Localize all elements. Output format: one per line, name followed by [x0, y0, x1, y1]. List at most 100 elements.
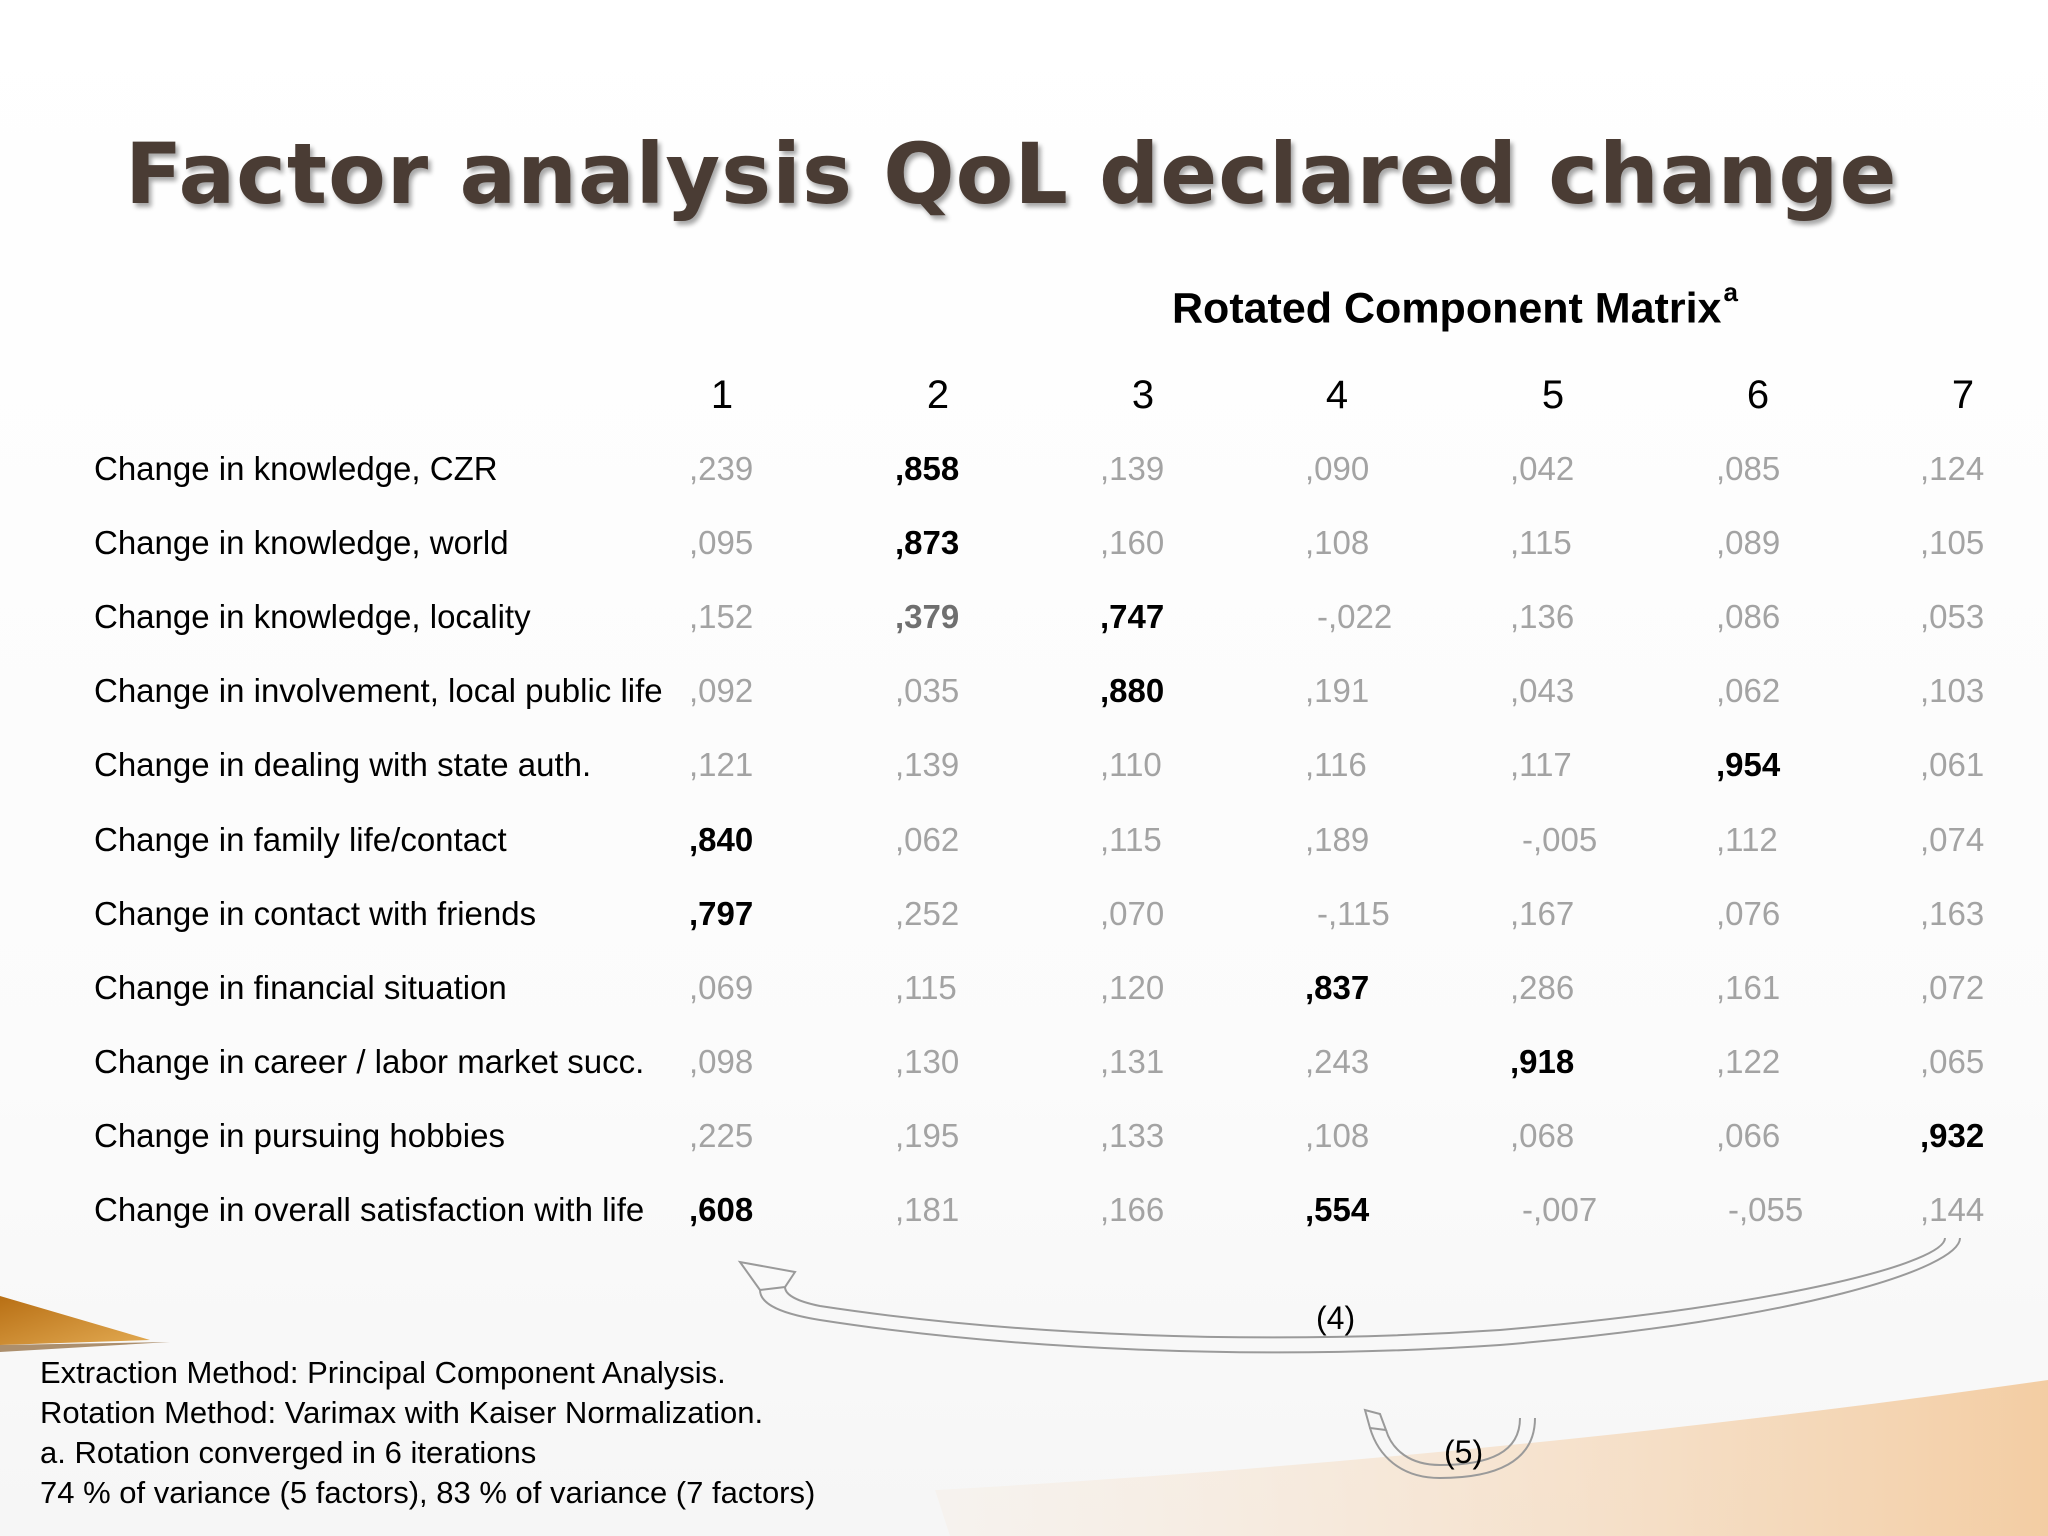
matrix-title: Rotated Component Matrixa: [1172, 277, 1738, 333]
note-variance-explained: 74 % of variance (5 factors), 83 % of va…: [40, 1475, 816, 1510]
loading-cell: ,090: [1305, 450, 1370, 487]
note-extraction-method: Extraction Method: Principal Component A…: [40, 1355, 726, 1390]
loading-cell: ,932: [1920, 1116, 1985, 1154]
loading-cell: ,152: [689, 598, 754, 636]
loading-cell: ,379: [895, 598, 960, 636]
loading-cell: ,069: [689, 968, 754, 1006]
loading-cell: ,115: [1100, 820, 1162, 858]
loading-cell: ,092: [689, 672, 754, 710]
loading-cell: ,554: [1305, 1191, 1370, 1228]
row-label: Change in career / labor market succ.: [94, 1042, 645, 1080]
row-label: Change in dealing with state auth.: [94, 746, 592, 784]
loading-cell: ,062: [895, 820, 960, 858]
loading-cell: ,837: [1305, 968, 1370, 1006]
loading-cell: ,918: [1510, 1042, 1575, 1080]
loading-cell: ,095: [689, 524, 754, 562]
loading-cell: ,747: [1100, 598, 1165, 636]
loading-cell: ,131: [1100, 1042, 1165, 1080]
column-header-2: 2: [926, 373, 950, 417]
row-label: Change in overall satisfaction with life: [94, 1191, 645, 1228]
row-label: Change in knowledge, CZR: [94, 450, 498, 487]
column-header-4: 4: [1325, 373, 1349, 417]
note-rotation-method: Rotation Method: Varimax with Kaiser Nor…: [40, 1395, 764, 1430]
loading-cell: ,124: [1920, 450, 1985, 487]
loading-cell: ,252: [895, 894, 960, 932]
arrow-4-outer: [759, 1237, 1961, 1354]
arrow-4-inner: [784, 1237, 1946, 1339]
loading-cell: ,108: [1305, 524, 1370, 562]
row-label: Change in involvement, local public life: [94, 672, 663, 710]
arrow-4-head: [737, 1260, 797, 1292]
loading-cell: ,103: [1920, 672, 1985, 710]
loading-cell: ,121: [689, 746, 754, 784]
loading-cell: ,043: [1510, 672, 1575, 710]
loading-cell: ,136: [1510, 598, 1575, 636]
loading-cell: ,066: [1716, 1116, 1781, 1154]
loading-cell: ,076: [1716, 894, 1781, 932]
loading-cell: ,074: [1920, 820, 1985, 858]
loading-cell: ,062: [1716, 672, 1781, 710]
row-label: Change in pursuing hobbies: [94, 1116, 505, 1154]
slide-title: Factor analysis QoL declared change: [125, 125, 1898, 223]
loading-cell: ,195: [895, 1116, 960, 1154]
loading-cell: ,042: [1510, 450, 1575, 487]
loading-cell: ,133: [1100, 1116, 1165, 1154]
loading-cell: ,089: [1716, 524, 1781, 562]
loading-cell: ,108: [1305, 1116, 1370, 1154]
loading-cell: ,191: [1305, 672, 1370, 710]
loading-cell: ,225: [689, 1116, 754, 1154]
loading-cell: ,161: [1716, 968, 1781, 1006]
loading-cell: ,873: [895, 524, 960, 562]
footnotes: Extraction Method: Principal Component A…: [40, 1353, 815, 1513]
matrix-title-text: Rotated Component Matrix: [1172, 284, 1722, 333]
loading-cell: ,105: [1920, 524, 1985, 562]
arrow-5-label: (5): [1444, 1434, 1484, 1470]
loading-cell: ,065: [1920, 1042, 1985, 1080]
column-header-3: 3: [1131, 373, 1155, 417]
loading-cell: -,007: [1522, 1191, 1598, 1228]
loading-cell: ,117: [1510, 746, 1572, 784]
loading-cell: ,053: [1920, 598, 1985, 636]
loading-cell: ,139: [1100, 450, 1165, 487]
loading-cell: ,144: [1920, 1191, 1985, 1228]
loading-cell: -,005: [1522, 820, 1598, 858]
loading-cell: ,098: [689, 1042, 754, 1080]
column-header-7: 7: [1951, 373, 1975, 417]
loading-cell: ,181: [895, 1191, 960, 1228]
loading-cell: ,130: [895, 1042, 960, 1080]
loading-cell: ,112: [1716, 820, 1778, 858]
loading-cell: ,239: [689, 450, 754, 487]
loading-cell: ,954: [1716, 746, 1781, 784]
row-label: Change in family life/contact: [94, 820, 507, 858]
note-rotation-converged: a. Rotation converged in 6 iterations: [40, 1435, 537, 1470]
loading-cell: -,055: [1728, 1191, 1804, 1228]
loading-cell: ,840: [689, 820, 754, 858]
loading-cell: ,115: [1510, 524, 1572, 562]
loading-cell: ,608: [689, 1191, 754, 1228]
loading-cell: ,880: [1100, 672, 1165, 710]
loading-cell: ,286: [1510, 968, 1575, 1006]
column-header-1: 1: [710, 373, 734, 417]
loading-cell: ,120: [1100, 968, 1165, 1006]
arrow-5-head: [1363, 1408, 1388, 1432]
column-header-6: 6: [1746, 373, 1770, 417]
loading-cell: ,167: [1510, 894, 1575, 932]
arrow-5-outer: [1369, 1417, 1536, 1480]
loading-cell: ,115: [895, 968, 957, 1006]
loading-cell: ,163: [1920, 894, 1985, 932]
loading-cell: ,122: [1716, 1042, 1781, 1080]
loading-cell: ,072: [1920, 968, 1985, 1006]
loading-cell: ,160: [1100, 524, 1165, 562]
loading-cell: ,068: [1510, 1116, 1575, 1154]
row-label: Change in financial situation: [94, 968, 507, 1006]
loading-cell: ,035: [895, 672, 960, 710]
loading-cell: ,061: [1920, 746, 1985, 784]
loading-cell: ,085: [1716, 450, 1781, 487]
loading-cell: ,166: [1100, 1191, 1165, 1228]
row-label: Change in knowledge, locality: [94, 598, 531, 636]
loading-cell: ,797: [689, 894, 754, 932]
arrow-5-inner: [1385, 1417, 1521, 1467]
loading-cell: -,022: [1317, 598, 1393, 636]
